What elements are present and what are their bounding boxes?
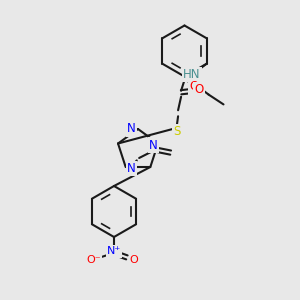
Text: O: O [189, 80, 198, 94]
Text: HN: HN [183, 68, 200, 81]
Text: N: N [127, 122, 136, 136]
Text: N: N [127, 162, 136, 175]
Text: O⁻: O⁻ [87, 255, 101, 266]
Text: N: N [149, 139, 158, 152]
Text: S: S [173, 125, 180, 138]
Text: O: O [130, 255, 139, 266]
Text: N⁺: N⁺ [107, 246, 121, 256]
Text: O: O [194, 83, 204, 96]
